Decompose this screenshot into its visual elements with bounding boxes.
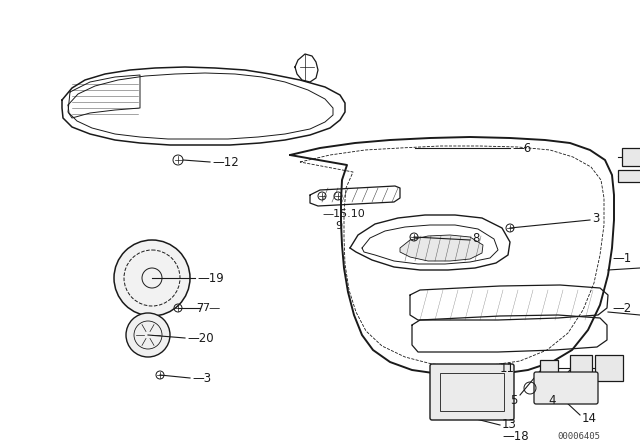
Text: —20: —20	[187, 332, 214, 345]
Text: 9: 9	[335, 221, 342, 231]
Circle shape	[126, 313, 170, 357]
Text: 7—: 7—	[202, 303, 220, 313]
Text: —6: —6	[512, 142, 531, 155]
FancyBboxPatch shape	[534, 372, 598, 404]
Circle shape	[114, 240, 190, 316]
FancyBboxPatch shape	[595, 355, 623, 381]
Text: —18: —18	[502, 431, 529, 444]
Text: 13: 13	[502, 418, 517, 431]
Text: —2: —2	[612, 302, 631, 314]
Text: —12: —12	[212, 155, 239, 168]
Polygon shape	[400, 235, 483, 261]
Text: —1: —1	[612, 251, 631, 264]
Text: 5: 5	[510, 393, 517, 406]
Text: —3: —3	[192, 371, 211, 384]
Text: 11: 11	[500, 362, 515, 375]
FancyBboxPatch shape	[618, 170, 640, 182]
Text: 14: 14	[582, 412, 597, 425]
Text: —15.10: —15.10	[322, 209, 365, 219]
Text: 4: 4	[548, 393, 556, 406]
Text: —7: —7	[185, 302, 204, 314]
FancyBboxPatch shape	[570, 355, 592, 385]
Text: 3: 3	[592, 211, 600, 224]
FancyBboxPatch shape	[540, 360, 558, 382]
FancyBboxPatch shape	[430, 364, 514, 420]
Text: 8: 8	[472, 232, 479, 245]
FancyBboxPatch shape	[622, 148, 640, 166]
Text: 00006405: 00006405	[557, 432, 600, 441]
Text: —19: —19	[197, 271, 224, 284]
